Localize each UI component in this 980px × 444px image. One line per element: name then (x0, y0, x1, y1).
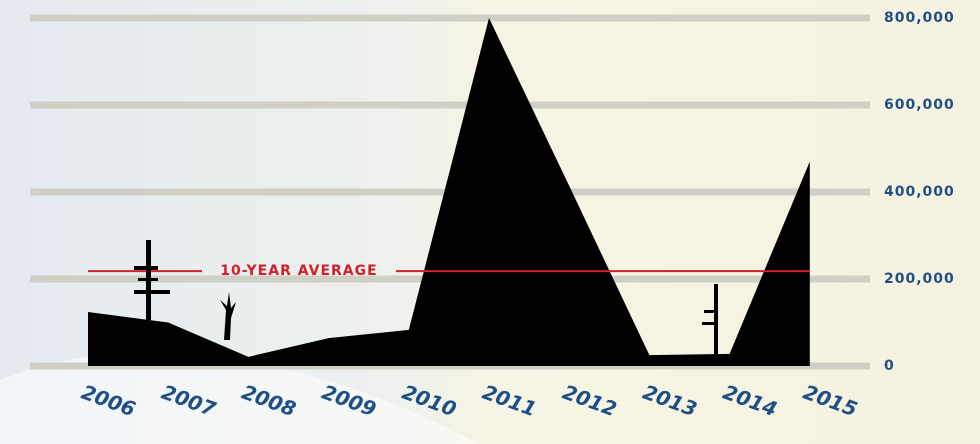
tree-decoration (134, 240, 718, 356)
y-tick-label: 0 (884, 358, 895, 374)
y-tick-label: 400,000 (884, 184, 955, 200)
area (88, 18, 810, 366)
y-tick-label: 200,000 (884, 271, 955, 287)
plot (88, 18, 810, 366)
y-tick-label: 800,000 (884, 10, 955, 26)
y-tick-label: 600,000 (884, 97, 955, 113)
reference-label: 10-YEAR AVERAGE (220, 263, 377, 279)
background-swoosh (0, 351, 480, 444)
